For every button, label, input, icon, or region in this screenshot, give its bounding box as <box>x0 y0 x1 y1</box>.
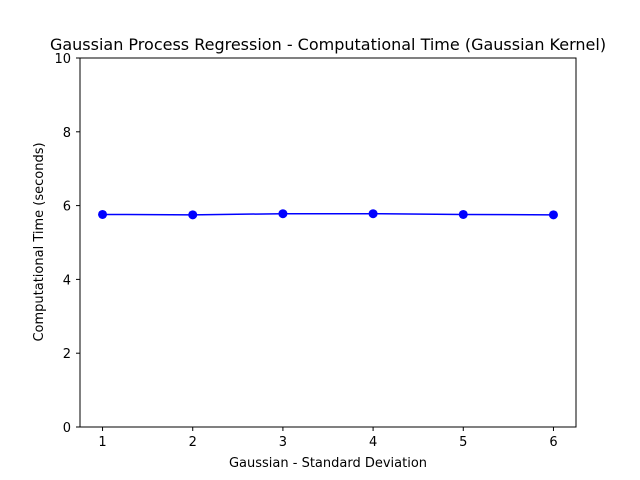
y-tick-label: 10 <box>54 52 71 67</box>
y-tick-label: 2 <box>63 347 71 362</box>
data-point <box>98 209 108 219</box>
x-tick-label: 3 <box>279 435 287 450</box>
y-tick-label: 6 <box>63 200 71 215</box>
y-axis: 0 2 4 6 8 10 <box>54 52 80 436</box>
x-tick-label: 5 <box>459 435 467 450</box>
chart-title: Gaussian Process Regression - Computatio… <box>50 35 606 54</box>
x-tick-label: 4 <box>369 435 377 450</box>
plot-frame <box>79 57 577 428</box>
x-axis: 1 2 3 4 5 6 <box>98 427 558 450</box>
x-tick-label: 2 <box>189 435 197 450</box>
data-point <box>548 210 558 220</box>
plot-area <box>79 57 577 428</box>
y-axis-title: Computational Time (seconds) <box>32 142 47 341</box>
data-point <box>188 210 198 220</box>
x-tick-label: 1 <box>98 435 106 450</box>
data-point <box>368 209 378 219</box>
data-point <box>458 209 468 219</box>
series-layer <box>98 209 558 220</box>
x-tick-label: 6 <box>549 435 557 450</box>
series-line <box>102 212 554 216</box>
y-tick-label: 0 <box>63 421 71 436</box>
y-tick-label: 8 <box>63 126 71 141</box>
data-point <box>278 209 288 219</box>
y-tick-label: 4 <box>63 273 71 288</box>
x-axis-title: Gaussian - Standard Deviation <box>229 456 427 471</box>
